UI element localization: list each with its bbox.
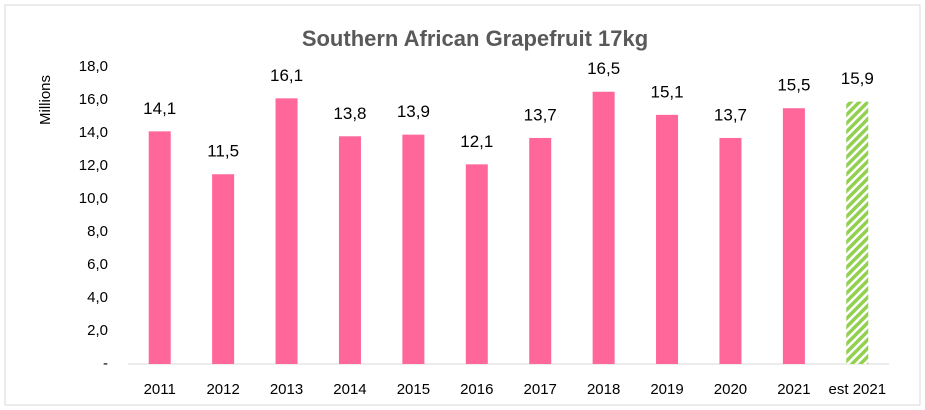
data-label: 16,5	[587, 59, 620, 78]
data-label: 13,9	[397, 102, 430, 121]
x-tick-label: 2021	[777, 381, 810, 398]
data-label: 15,9	[841, 69, 874, 88]
chart-border	[4, 4, 921, 406]
bar	[402, 134, 425, 364]
y-tick-label: 18,0	[79, 58, 108, 75]
y-tick-label: 12,0	[79, 157, 108, 174]
y-tick-label: 8,0	[87, 223, 108, 240]
x-tick-label: 2019	[650, 381, 683, 398]
x-tick-label: est 2021	[829, 381, 887, 398]
y-tick-label: 10,0	[79, 190, 108, 207]
data-label: 14,1	[143, 99, 176, 118]
bar	[338, 136, 361, 364]
x-tick-label: 2012	[206, 381, 239, 398]
data-label: 12,1	[460, 132, 493, 151]
x-tick-label: 2014	[333, 381, 366, 398]
data-label: 13,7	[524, 105, 557, 124]
chart-title: Southern African Grapefruit 17kg	[302, 26, 648, 51]
bar	[148, 131, 171, 364]
data-label: 15,5	[777, 76, 810, 95]
bar	[846, 101, 869, 365]
data-label: 15,1	[650, 82, 683, 101]
bar	[719, 137, 742, 364]
y-axis-label: Millions	[37, 75, 54, 125]
bar	[656, 114, 679, 364]
data-label: 13,7	[714, 105, 747, 124]
y-tick-label: 4,0	[87, 289, 108, 306]
bar	[529, 137, 552, 364]
bar	[782, 108, 805, 364]
x-tick-label: 2015	[397, 381, 430, 398]
x-tick-label: 2011	[144, 381, 176, 398]
y-tick-label: 14,0	[79, 124, 108, 141]
bar	[275, 98, 298, 364]
data-label: 11,5	[207, 142, 239, 161]
data-label: 13,8	[333, 104, 366, 123]
data-label: 16,1	[270, 66, 303, 85]
y-tick-label: 6,0	[87, 256, 108, 273]
x-tick-label: 2020	[714, 381, 747, 398]
y-tick-label: -	[103, 355, 108, 372]
y-tick-label: 16,0	[79, 91, 108, 108]
y-tick-label: 2,0	[87, 322, 108, 339]
bar	[212, 174, 235, 364]
x-tick-label: 2018	[587, 381, 620, 398]
bar	[592, 91, 615, 364]
x-tick-label: 2013	[270, 381, 303, 398]
bar	[465, 164, 488, 364]
x-tick-label: 2017	[524, 381, 557, 398]
x-tick-label: 2016	[460, 381, 493, 398]
